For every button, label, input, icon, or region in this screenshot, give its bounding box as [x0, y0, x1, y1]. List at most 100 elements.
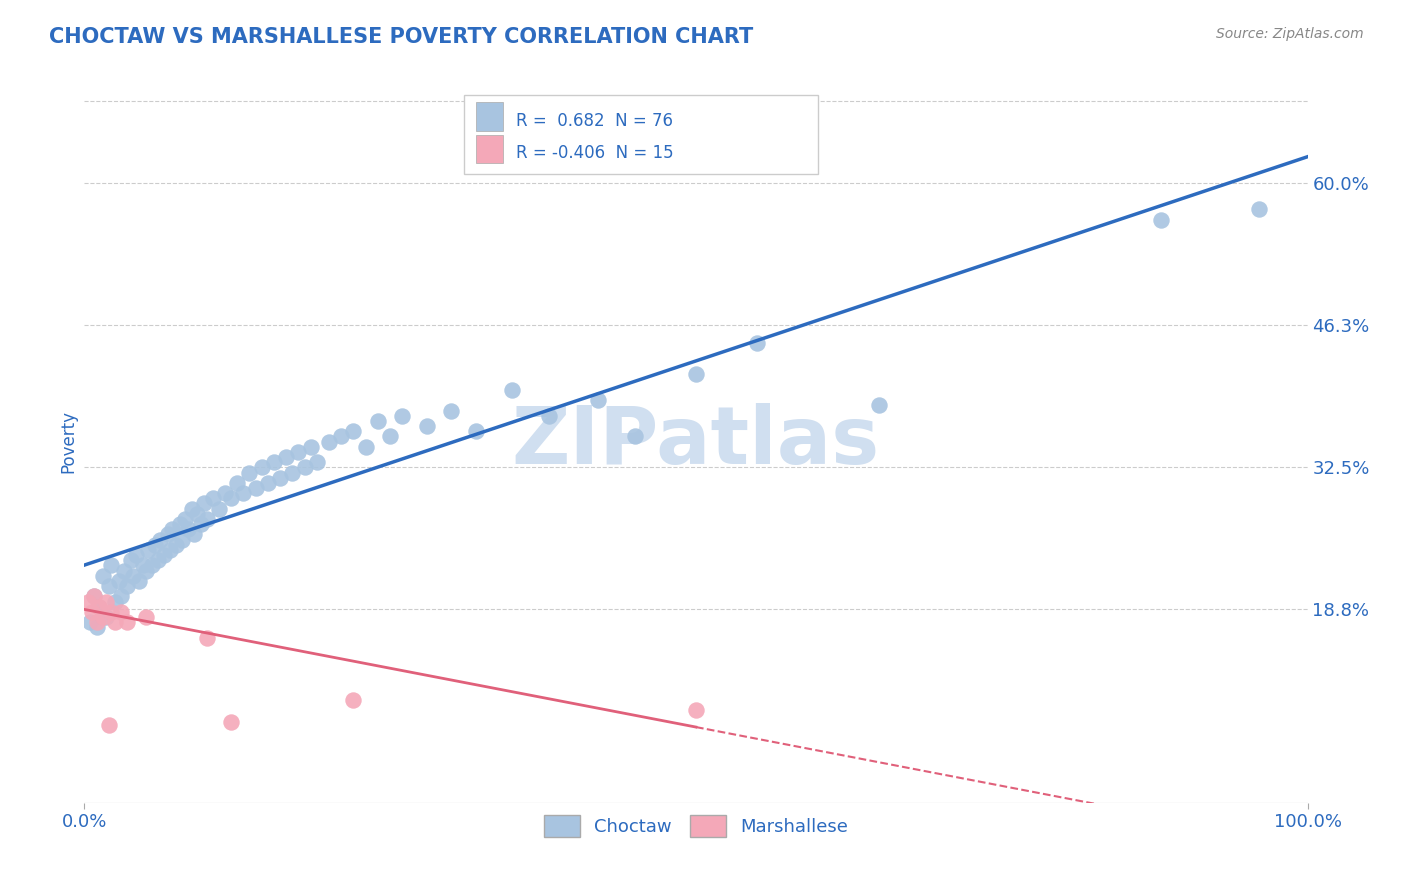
Point [238, 466, 260, 480]
Point [122, 568, 145, 582]
Point [195, 631, 218, 645]
Y-axis label: Poverty: Poverty [59, 410, 77, 473]
Point [685, 368, 707, 382]
Point [169, 517, 191, 532]
Point [685, 703, 707, 717]
Point [177, 522, 200, 536]
Point [97, 579, 120, 593]
Point [1247, 202, 1270, 217]
Text: ZIPatlas: ZIPatlas [512, 402, 880, 481]
FancyBboxPatch shape [475, 103, 503, 131]
Point [120, 553, 142, 567]
Point [86, 615, 108, 630]
Point [83, 590, 105, 604]
Point [79, 615, 101, 630]
Point [287, 445, 309, 459]
Point [135, 610, 157, 624]
Point [219, 715, 242, 730]
Point [257, 475, 280, 490]
Point [294, 460, 316, 475]
Point [201, 491, 224, 506]
Point [281, 466, 304, 480]
Point [156, 527, 179, 541]
Point [91, 610, 114, 624]
Point [104, 615, 127, 630]
Point [276, 450, 298, 464]
Point [181, 501, 204, 516]
Point [380, 429, 402, 443]
Point [149, 533, 172, 547]
Point [318, 434, 340, 449]
Point [464, 424, 486, 438]
Point [112, 564, 135, 578]
Point [128, 574, 150, 588]
Point [96, 594, 118, 608]
Point [624, 429, 647, 443]
Point [173, 512, 195, 526]
Point [538, 409, 561, 423]
Point [214, 486, 236, 500]
Point [440, 403, 463, 417]
Point [162, 522, 184, 536]
Point [354, 440, 377, 454]
Point [91, 568, 114, 582]
Point [115, 615, 138, 630]
Point [1150, 212, 1173, 227]
Point [96, 610, 118, 624]
Point [299, 440, 322, 454]
Point [186, 507, 208, 521]
Point [183, 527, 205, 541]
Text: Source: ZipAtlas.com: Source: ZipAtlas.com [1216, 27, 1364, 41]
Point [226, 475, 249, 490]
Text: R = -0.406  N = 15: R = -0.406 N = 15 [516, 144, 673, 161]
Text: R =  0.682  N = 76: R = 0.682 N = 76 [516, 112, 673, 130]
Point [342, 424, 364, 438]
Point [869, 398, 891, 412]
Point [330, 429, 353, 443]
Point [115, 579, 138, 593]
Point [586, 393, 609, 408]
Point [165, 538, 187, 552]
Point [232, 486, 254, 500]
Text: CHOCTAW VS MARSHALLESE POVERTY CORRELATION CHART: CHOCTAW VS MARSHALLESE POVERTY CORRELATI… [49, 27, 754, 46]
Point [502, 383, 524, 397]
Point [107, 574, 129, 588]
Point [172, 533, 194, 547]
Point [416, 419, 439, 434]
Point [135, 564, 157, 578]
Point [159, 542, 181, 557]
Point [136, 542, 159, 557]
Point [146, 553, 169, 567]
Point [143, 538, 166, 552]
Point [100, 558, 122, 573]
Point [110, 590, 132, 604]
Point [193, 496, 215, 510]
Point [87, 599, 110, 614]
Point [86, 620, 108, 634]
Point [104, 594, 127, 608]
Point [208, 501, 231, 516]
Point [153, 548, 176, 562]
Point [190, 517, 212, 532]
Point [305, 455, 328, 469]
Point [87, 599, 110, 614]
Point [125, 548, 148, 562]
FancyBboxPatch shape [475, 135, 503, 163]
Point [263, 455, 285, 469]
Point [250, 460, 273, 475]
Point [132, 558, 155, 573]
Point [269, 470, 291, 484]
Point [100, 605, 122, 619]
Point [80, 605, 103, 619]
Point [83, 590, 105, 604]
Point [342, 692, 364, 706]
Point [97, 718, 120, 732]
Point [245, 481, 267, 495]
Point [195, 512, 218, 526]
Legend: Choctaw, Marshallese: Choctaw, Marshallese [537, 808, 855, 845]
FancyBboxPatch shape [464, 95, 818, 174]
Point [219, 491, 242, 506]
Point [77, 594, 100, 608]
Point [367, 414, 389, 428]
Point [391, 409, 413, 423]
